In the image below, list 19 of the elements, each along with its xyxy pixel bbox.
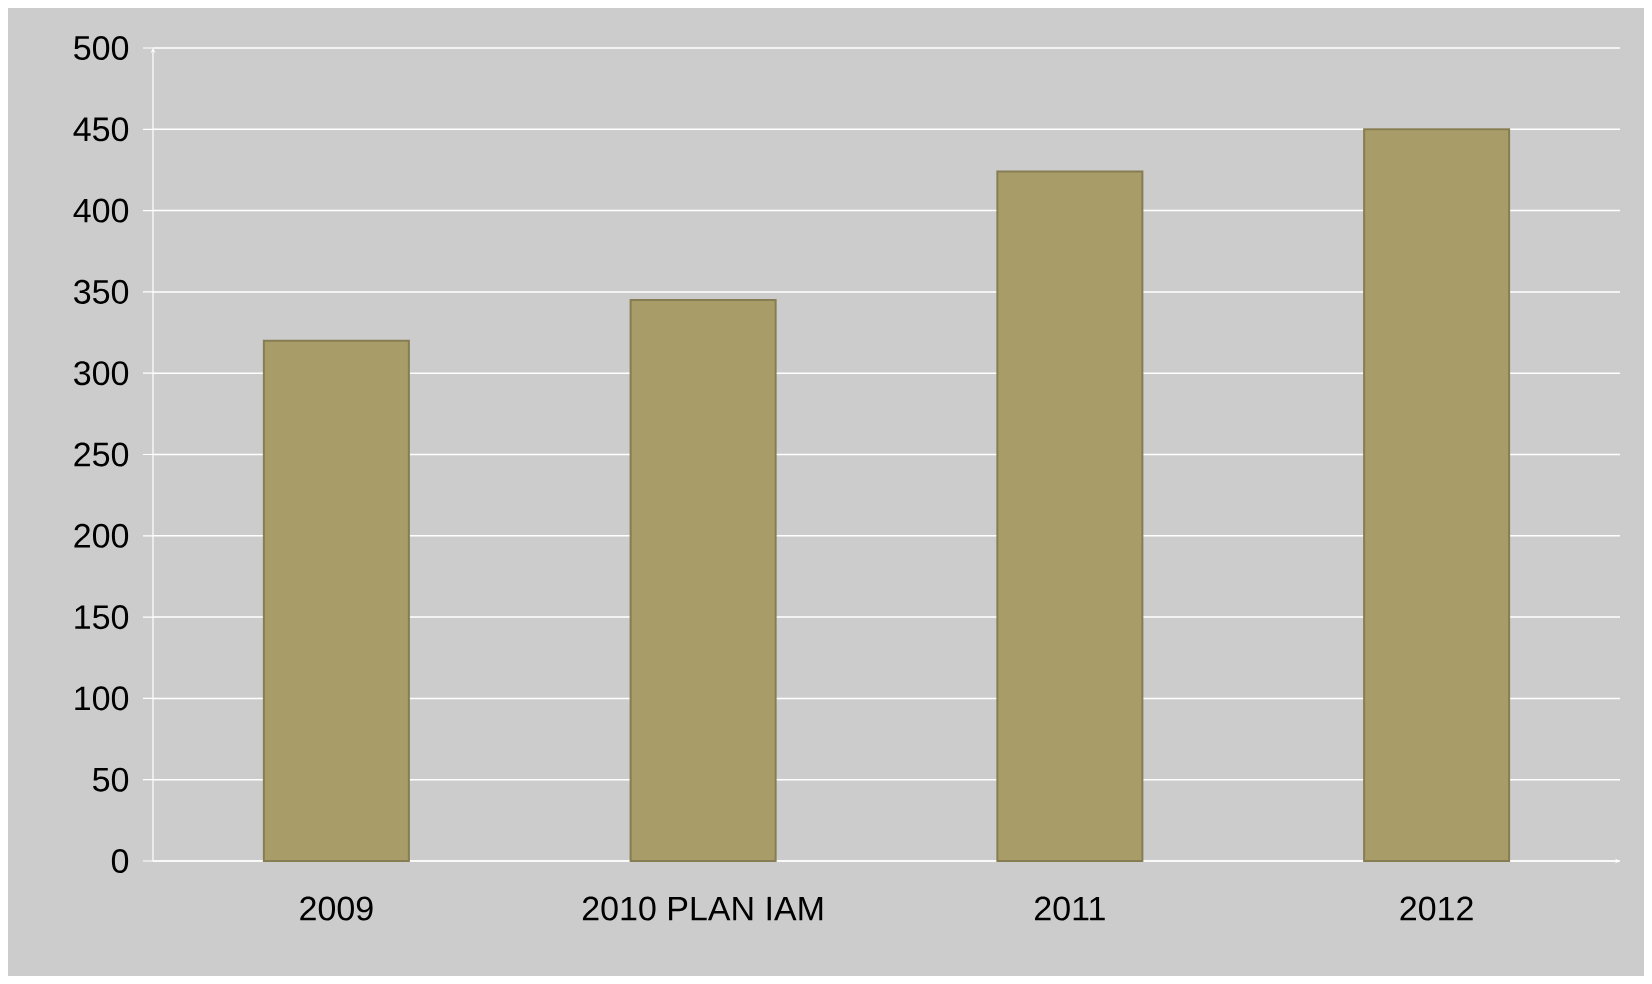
bar — [262, 339, 410, 862]
y-tick-label: 200 — [74, 523, 129, 548]
bar — [629, 299, 777, 862]
x-tick-label: 2012 — [1400, 896, 1473, 921]
y-tick-label: 350 — [74, 279, 129, 304]
y-tick-label: 150 — [75, 605, 129, 630]
y-tick-label: 450 — [73, 117, 129, 142]
y-tick-label: 400 — [73, 198, 129, 223]
y-tick-label: 300 — [74, 361, 129, 386]
y-tick-label: 100 — [75, 686, 129, 711]
y-tick-label: 250 — [74, 442, 129, 467]
y-tick-label: 500 — [74, 35, 129, 61]
y-tick-label: 0 — [111, 848, 129, 874]
x-tick-label: 2009 — [300, 896, 373, 921]
y-tick-label: 50 — [93, 767, 129, 792]
x-tick-label: 2010 PLAN IAM — [582, 896, 823, 921]
bar — [996, 170, 1144, 862]
x-tick-label: 2011 — [1035, 896, 1105, 921]
bar — [1363, 128, 1511, 862]
